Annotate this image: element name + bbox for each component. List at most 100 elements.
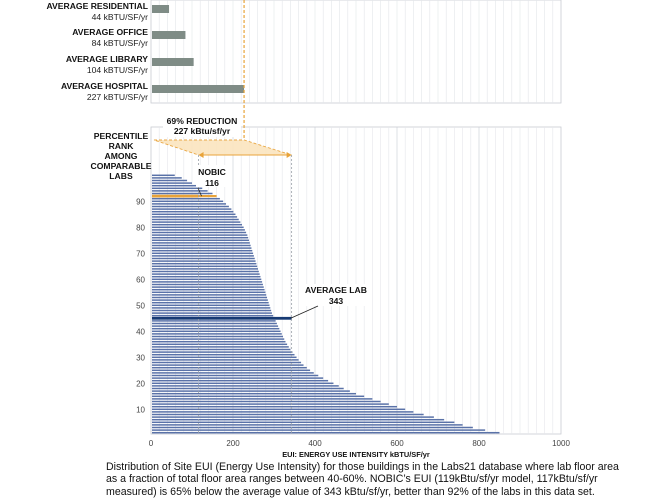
average-lab-bar (152, 316, 292, 320)
eui-bar (152, 387, 344, 390)
eui-bar (152, 223, 243, 226)
y-axis-label: PERCENTILE (94, 131, 149, 141)
eui-bar (152, 333, 282, 335)
eui-bar (152, 429, 486, 431)
eui-bar (152, 301, 269, 304)
reduction-label-bg (163, 115, 241, 137)
eui-bar (152, 359, 299, 361)
y-tick-label: 30 (136, 353, 145, 362)
eui-bars (152, 174, 500, 434)
top-bar-value-label: 104 kBTU/SF/yr (87, 65, 148, 75)
eui-bar (152, 411, 414, 413)
eui-bar (152, 299, 268, 301)
eui-bar (152, 361, 302, 364)
figure-caption: Distribution of Site EUI (Energy Use Int… (106, 461, 646, 498)
eui-bar (152, 314, 274, 317)
y-axis-label: RANK (109, 141, 135, 151)
eui-bar (152, 229, 245, 231)
eui-bar (152, 255, 254, 257)
eui-bar (152, 416, 434, 418)
caption-line-3: measured) is 65% below the average value… (106, 485, 595, 498)
eui-bar (152, 421, 455, 424)
eui-bar (152, 286, 264, 288)
eui-bar (152, 249, 253, 252)
eui-bar (152, 265, 258, 268)
eui-bar (152, 296, 268, 299)
top-bar-value-label: 84 kBTU/SF/yr (92, 38, 148, 48)
nobic-bar (152, 194, 199, 198)
eui-bar (152, 244, 251, 247)
eui-bar (152, 413, 424, 416)
eui-bar (152, 330, 281, 333)
eui-bar (152, 252, 254, 255)
eui-bar (152, 210, 234, 213)
eui-bar (152, 364, 304, 366)
eui-bar (152, 208, 232, 210)
y-tick-label: 40 (136, 327, 145, 336)
eui-bar (152, 372, 314, 374)
eui-bar (152, 426, 473, 429)
eui-bar (152, 403, 389, 405)
average-lab-label: AVERAGE LAB (305, 285, 367, 295)
top-bar-label: AVERAGE HOSPITAL (61, 81, 148, 91)
eui-bar (152, 340, 286, 343)
eui-bar (152, 325, 279, 327)
top-bar-value-label: 44 kBTU/SF/yr (92, 12, 148, 22)
eui-bar (152, 327, 280, 330)
eui-bar (152, 379, 329, 382)
x-tick-label: 1000 (552, 439, 570, 448)
eui-bar (152, 179, 188, 182)
reduction-value-label: 227 kBtu/sf/yr (174, 126, 231, 136)
eui-bar (152, 268, 259, 270)
x-tick-label: 400 (308, 439, 322, 448)
eui-bar (152, 187, 203, 190)
x-tick-label: 600 (390, 439, 404, 448)
eui-bar (152, 257, 255, 260)
eui-bar (152, 405, 397, 408)
eui-bar (152, 260, 256, 262)
eui-bar (152, 353, 295, 356)
eui-bar (152, 177, 182, 179)
eui-bar (152, 273, 260, 275)
eui-bar (152, 309, 272, 312)
eui-bar (152, 281, 263, 283)
nobic-value: 116 (205, 178, 219, 188)
eui-bar (152, 390, 350, 392)
y-tick-label: 50 (136, 301, 145, 310)
eui-bar (152, 200, 224, 203)
eui-bar (152, 400, 381, 403)
y-tick-label: 70 (136, 249, 145, 258)
eui-bar (152, 184, 199, 187)
reduction-arrowhead-left (198, 152, 204, 158)
eui-bar (152, 424, 463, 426)
x-tick-label: 0 (149, 439, 154, 448)
eui-bar (152, 351, 293, 353)
eui-bar (152, 205, 229, 208)
y-tick-label: 20 (136, 379, 145, 388)
eui-bar (152, 197, 220, 200)
top-bar (152, 31, 186, 39)
average-lab-label-bg (304, 284, 368, 306)
eui-bar (152, 236, 249, 239)
eui-bar (152, 398, 373, 400)
y-axis-label: COMPARABLE (91, 161, 152, 171)
eui-bar (152, 174, 175, 177)
top-bar-label: AVERAGE RESIDENTIAL (46, 1, 148, 11)
eui-bar (152, 203, 227, 205)
eui-bar (152, 294, 267, 296)
caption-line-2: as a fraction of total floor area ranges… (106, 473, 598, 486)
nobic-leader-line (197, 187, 202, 197)
eui-bar (152, 221, 241, 223)
eui-bar (152, 343, 288, 346)
y-tick-label: 90 (136, 197, 145, 206)
eui-bar (152, 374, 319, 377)
average-lab-leader-line (290, 305, 319, 319)
y-tick-label: 10 (136, 405, 145, 414)
eui-bar (152, 338, 285, 340)
eui-bar (152, 275, 261, 278)
reduction-percent-label: 69% REDUCTION (167, 116, 238, 126)
reduction-arrowhead-right (286, 152, 292, 158)
eui-bar (152, 231, 247, 234)
eui-bar (152, 239, 249, 242)
